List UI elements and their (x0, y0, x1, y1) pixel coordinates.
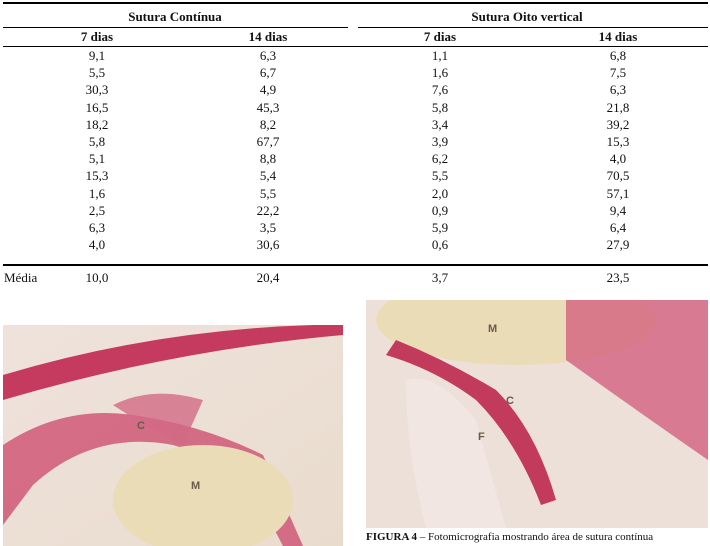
mean-value: 3,7 (431, 270, 449, 285)
rule (358, 27, 708, 28)
cell: 5,8 (431, 99, 449, 115)
cell: 5,1 (88, 151, 106, 167)
rule (3, 264, 708, 266)
figure-label: F (478, 431, 485, 443)
cell: 8,2 (259, 116, 277, 132)
cell: 1,1 (431, 48, 449, 63)
cell: 4,0 (88, 237, 106, 253)
cell: 6,7 (259, 65, 277, 81)
cell: 5,9 (431, 220, 449, 235)
column-header: 7 dias (423, 29, 457, 44)
cell: 5,8 (88, 134, 106, 149)
cell: 15,3 (606, 134, 630, 149)
cell: 18,2 (85, 116, 109, 132)
cell: 6,3 (609, 82, 627, 98)
cell: 5,5 (88, 65, 106, 81)
cell: 3,5 (259, 220, 277, 235)
cell: 30,3 (85, 82, 109, 98)
group-header: Sutura Oito vertical (471, 9, 583, 24)
micrograph: M C F (366, 300, 708, 528)
cell: 6,8 (609, 48, 627, 63)
cell: 15,3 (85, 168, 109, 184)
rule (3, 46, 708, 47)
cell: 16,5 (85, 99, 109, 115)
cell: 0,9 (431, 202, 449, 218)
cell: 3,9 (431, 134, 449, 149)
cell: 39,2 (606, 116, 630, 132)
cell: 7,5 (609, 65, 627, 81)
figure-label: C (506, 395, 514, 407)
cell: 0,6 (431, 237, 449, 253)
cell: 22,2 (256, 202, 280, 218)
mean-label: Média (4, 270, 38, 285)
cell: 1,6 (431, 65, 449, 81)
cell: 6,4 (609, 220, 627, 235)
cell: 5,5 (259, 185, 277, 201)
mean-value: 10,0 (85, 270, 109, 285)
caption: FIGURA 4 – Fotomicrografia mostrando áre… (366, 531, 653, 543)
cell: 1,6 (88, 185, 106, 201)
column-header: 14 dias (248, 29, 288, 44)
cell: 45,3 (256, 99, 280, 115)
cell: 3,4 (431, 116, 449, 132)
cell: 6,2 (431, 151, 449, 167)
figure-label: C (137, 420, 145, 432)
cell: 9,4 (609, 202, 627, 218)
cell: 5,5 (431, 168, 449, 184)
group-header: Sutura Contínua (128, 9, 222, 24)
cell: 6,3 (88, 220, 106, 235)
cell: 27,9 (606, 237, 630, 253)
cell: 30,6 (256, 237, 280, 253)
micrograph: C M (3, 325, 343, 546)
figure-label: M (191, 480, 200, 492)
mean-value: 20,4 (256, 270, 280, 285)
cell: 67,7 (256, 134, 280, 149)
cell: 2,5 (88, 202, 106, 218)
cell: 4,9 (259, 82, 277, 98)
cell: 2,0 (431, 185, 449, 201)
cell: 70,5 (606, 168, 630, 184)
mean-value: 23,5 (606, 270, 630, 285)
cell: 5,4 (259, 168, 277, 184)
caption-text: – Fotomicrografia mostrando área de sutu… (419, 531, 654, 543)
cell: 9,1 (88, 48, 106, 63)
figure-label: M (488, 323, 497, 335)
cell: 57,1 (606, 185, 630, 201)
rule (3, 2, 708, 4)
cell: 7,6 (431, 82, 449, 98)
rule (3, 27, 348, 28)
caption-label: FIGURA 4 (366, 531, 418, 543)
cell: 8,8 (259, 151, 277, 167)
cell: 4,0 (609, 151, 627, 167)
cell: 21,8 (606, 99, 630, 115)
column-header: 7 dias (80, 29, 114, 44)
column-header: 14 dias (598, 29, 638, 44)
cell: 6,3 (259, 48, 277, 63)
